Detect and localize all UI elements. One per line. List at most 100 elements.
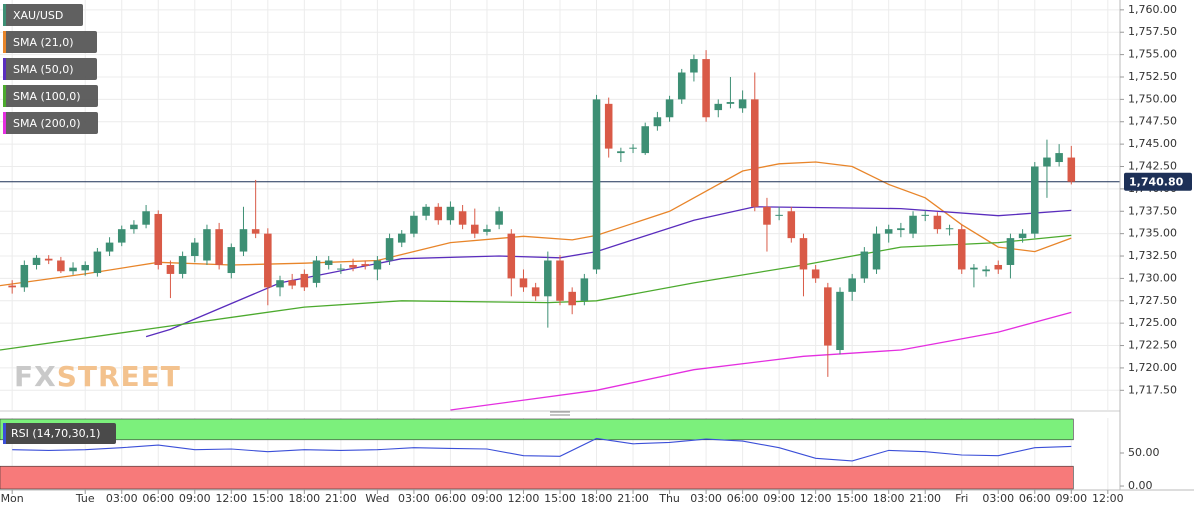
- candle-body: [811, 269, 820, 279]
- candle-body: [288, 280, 296, 286]
- x-tick-label: 09:00: [1055, 492, 1087, 505]
- x-tick-label: Thu: [658, 492, 680, 505]
- x-tick-label: 06:00: [727, 492, 759, 505]
- rsi-legend-swatch: [3, 423, 6, 444]
- candle-body: [872, 233, 881, 270]
- overbought-zone: [0, 418, 1074, 441]
- y-tick-label: 1,757.50: [1128, 25, 1177, 38]
- y-tick-label: 1,727.50: [1128, 294, 1177, 307]
- candle-body: [592, 99, 601, 270]
- candle-body: [1067, 157, 1076, 182]
- x-tick-label: Mon: [1, 492, 24, 505]
- plot: [0, 50, 1120, 411]
- x-tick-label: 15:00: [544, 492, 576, 505]
- x-tick-label: 03:00: [982, 492, 1014, 505]
- watermark: FXSTREET: [14, 360, 181, 393]
- rsi-panel: [0, 418, 1074, 490]
- candle-body: [1043, 157, 1051, 167]
- y-tick-label: 1,750.00: [1128, 92, 1177, 105]
- axes: 1,717.50 1,720.00 1,722.50 1,725.00 1,727.50…: [1, 3, 1192, 505]
- candle-body: [142, 211, 150, 225]
- candle-body: [714, 103, 723, 111]
- candle-body: [702, 59, 710, 118]
- rsi-legend-label: RSI (14,70,30,1): [11, 427, 100, 440]
- y-tick-label: 1,717.50: [1128, 383, 1177, 396]
- candle-body: [154, 213, 163, 265]
- candle-body: [191, 242, 199, 257]
- candle-body: [690, 59, 698, 73]
- candle-body: [483, 229, 491, 232]
- candle-body: [32, 257, 41, 265]
- candle-body: [337, 268, 345, 270]
- candle-body: [385, 238, 394, 261]
- sma-line: [0, 234, 1072, 351]
- candle-body: [677, 72, 686, 100]
- candle-body: [178, 256, 187, 274]
- candle-body: [799, 238, 808, 270]
- legend: RSI (14,70,30,1) XAU/USD SMA (21,0) SMA (50…: [3, 4, 116, 444]
- candle-body: [373, 260, 382, 270]
- sma-line: [450, 311, 1072, 411]
- sma-line: [145, 206, 1072, 338]
- candle-body: [970, 267, 978, 270]
- y-tick-label: 1,722.50: [1128, 339, 1177, 352]
- candle-body: [507, 233, 516, 279]
- legend-box[interactable]: [3, 58, 97, 80]
- legend-swatch: [3, 85, 6, 107]
- y-tick-label: 1,752.50: [1128, 70, 1177, 83]
- y-tick-label: 1,735.00: [1128, 227, 1177, 240]
- legend-box[interactable]: [3, 85, 98, 107]
- x-tick-label: Wed: [365, 492, 389, 505]
- candle-body: [81, 264, 89, 271]
- last-price-label: 1,740.80: [1129, 176, 1184, 189]
- y-tick-label: 1,737.50: [1128, 204, 1177, 217]
- legend-box[interactable]: [3, 31, 97, 53]
- candle-body: [349, 264, 357, 268]
- candle-body: [884, 229, 893, 234]
- y-tick-label: 1,742.50: [1128, 160, 1177, 173]
- candle-body: [130, 224, 138, 230]
- x-tick-label: 09:00: [179, 492, 211, 505]
- candle-body: [251, 229, 260, 234]
- candle-body: [982, 269, 990, 272]
- candle-body: [933, 215, 942, 230]
- legend-box[interactable]: [3, 4, 83, 26]
- candle-body: [397, 233, 406, 243]
- candle-body: [1055, 153, 1063, 163]
- x-tick-label: 12:00: [508, 492, 540, 505]
- legend-box[interactable]: [3, 112, 98, 134]
- candle-body: [726, 102, 735, 104]
- candle-body: [166, 264, 175, 274]
- candle-body: [300, 273, 309, 288]
- candle-body: [751, 99, 759, 207]
- x-tick-label: 18:00: [873, 492, 905, 505]
- candle-body: [239, 229, 248, 252]
- candle-body: [1006, 238, 1015, 265]
- y-tick-label: 1,725.00: [1128, 316, 1177, 329]
- oversold-zone: [0, 465, 1074, 490]
- candle-body: [653, 117, 662, 127]
- candle-body: [117, 229, 126, 243]
- candle-body: [665, 99, 674, 118]
- x-tick-label: 12:00: [215, 492, 247, 505]
- candle-body: [361, 264, 369, 266]
- x-tick-label: 09:00: [471, 492, 503, 505]
- x-tick-label: 03:00: [398, 492, 430, 505]
- rsi-tick-label: 50.00: [1128, 446, 1160, 459]
- watermark-fx: FX: [14, 360, 57, 393]
- x-tick-label: 21:00: [617, 492, 649, 505]
- legend-label: SMA (50,0): [13, 63, 74, 76]
- x-tick-label: 03:00: [106, 492, 138, 505]
- candle-body: [738, 99, 747, 109]
- candle-body: [921, 214, 929, 216]
- candle-body: [641, 126, 649, 154]
- candle-body: [556, 260, 564, 301]
- x-tick-label: 15:00: [252, 492, 284, 505]
- y-tick-label: 1,755.00: [1128, 48, 1177, 61]
- candle-body: [909, 215, 917, 234]
- rsi-legend-box[interactable]: [3, 423, 116, 444]
- candle-body: [495, 211, 503, 225]
- x-tick-label: 06:00: [435, 492, 467, 505]
- candle-body: [848, 278, 856, 292]
